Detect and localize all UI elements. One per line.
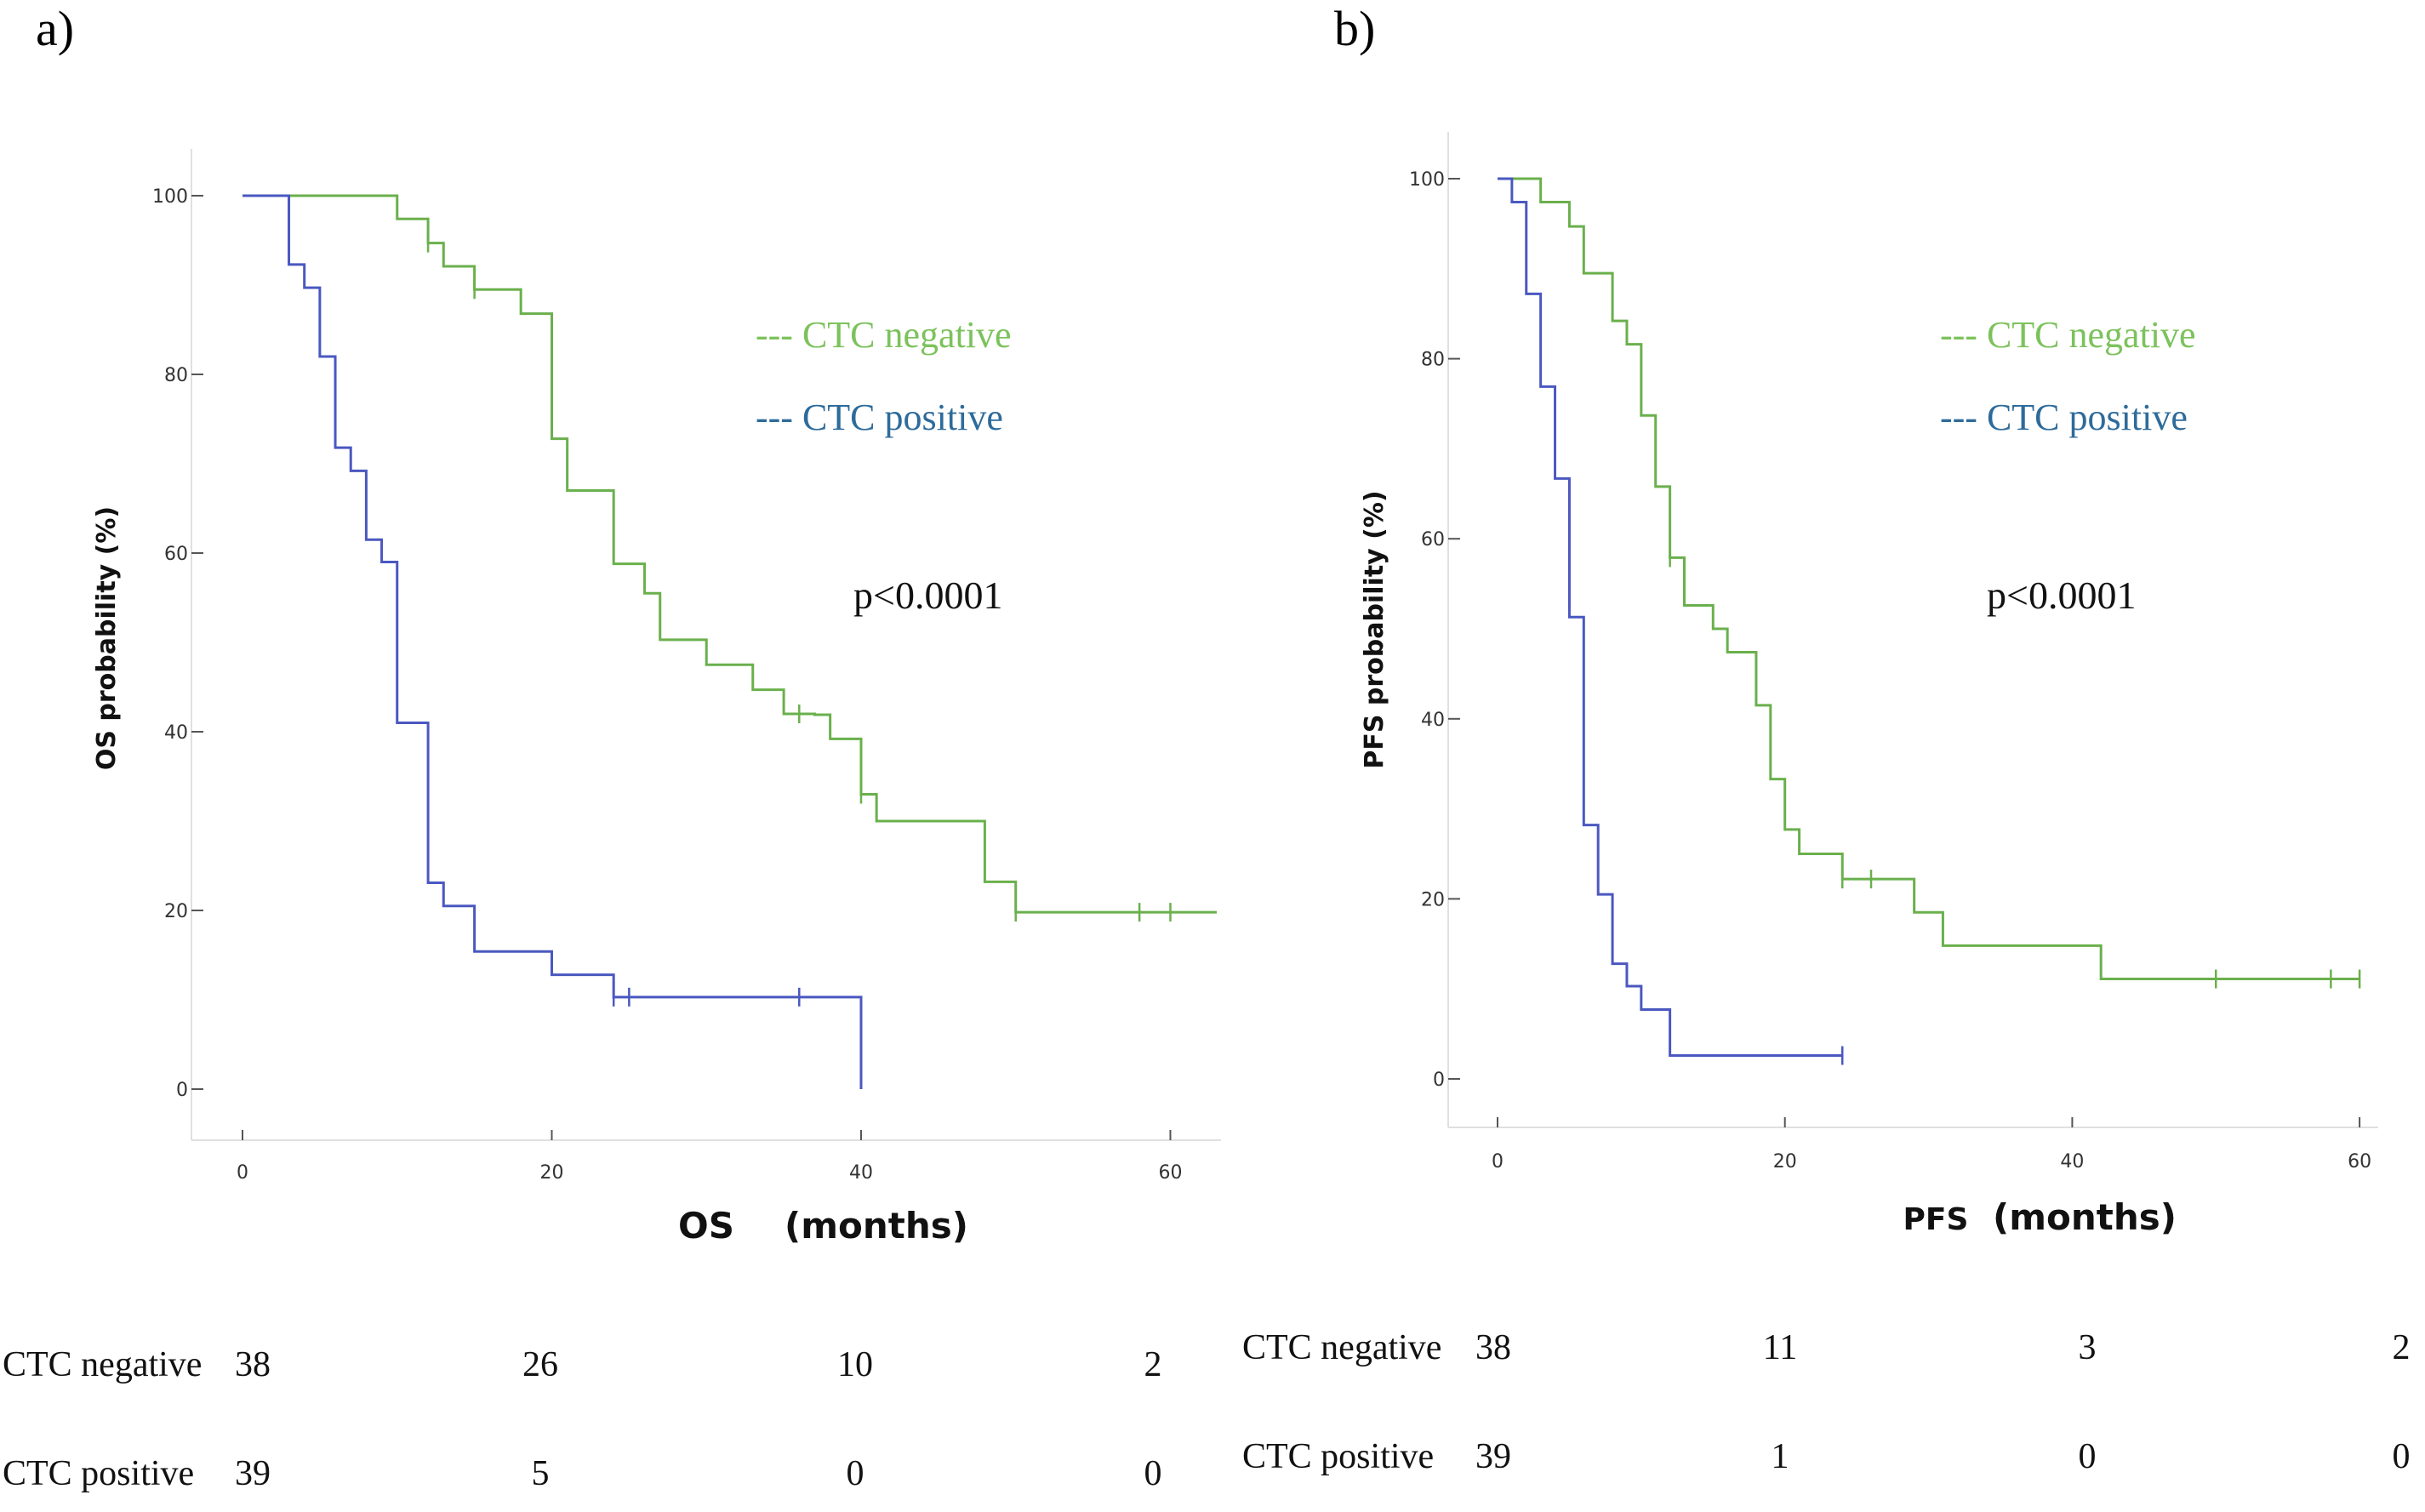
risk-value-ctc-positive: 39 xyxy=(235,1454,271,1493)
x-tick-label: 0 xyxy=(1492,1151,1504,1173)
y-tick-label: 60 xyxy=(1421,529,1445,551)
panel-b-letter: b) xyxy=(1334,1,1376,56)
panel-a-letter: a) xyxy=(36,1,75,56)
y-tick-label: 0 xyxy=(1433,1070,1445,1091)
km-curve-ctc-positive xyxy=(1498,177,1843,1057)
km-curve-ctc-negative xyxy=(242,194,1217,914)
y-tick-label: 60 xyxy=(164,544,188,565)
km-curve-ctc-negative xyxy=(1498,177,2360,981)
y-axis-label: PFS probability (%) xyxy=(1360,490,1389,768)
risk-value-ctc-positive: 0 xyxy=(2393,1437,2411,1476)
risk-value-ctc-positive: 39 xyxy=(1475,1437,1511,1476)
y-tick-label: 20 xyxy=(1421,889,1445,910)
x-tick-label: 40 xyxy=(2060,1151,2084,1173)
legend-entry-ctc-positive: --- CTC positive xyxy=(756,397,1003,438)
legend-entry-ctc-negative: --- CTC negative xyxy=(1940,314,2196,356)
legend-entry-ctc-positive: --- CTC positive xyxy=(1940,397,2188,438)
x-tick-label: 0 xyxy=(237,1162,248,1184)
x-axis-label-unit: (months) xyxy=(1993,1196,2177,1238)
x-tick-label: 20 xyxy=(1773,1151,1797,1173)
x-axis-label-abbrev: OS xyxy=(678,1205,734,1247)
risk-row-label-ctc-negative: CTC negative xyxy=(1242,1328,1441,1367)
risk-value-ctc-positive: 1 xyxy=(1772,1437,1789,1476)
y-tick-label: 100 xyxy=(1409,169,1445,191)
km-curve-ctc-positive xyxy=(242,194,863,1089)
risk-value-ctc-negative: 2 xyxy=(1144,1345,1162,1384)
risk-value-ctc-negative: 10 xyxy=(837,1345,873,1384)
legend-entry-ctc-negative: --- CTC negative xyxy=(756,314,1012,356)
y-tick-label: 80 xyxy=(1421,350,1445,371)
x-tick-label: 60 xyxy=(1158,1162,1182,1184)
risk-value-ctc-negative: 3 xyxy=(2079,1328,2097,1367)
risk-value-ctc-positive: 0 xyxy=(2079,1437,2097,1476)
x-axis-label-unit: (months) xyxy=(785,1205,968,1247)
risk-value-ctc-positive: 0 xyxy=(1144,1454,1162,1493)
risk-value-ctc-negative: 38 xyxy=(1475,1328,1511,1367)
risk-value-ctc-positive: 5 xyxy=(532,1454,550,1493)
x-axis-label-abbrev: PFS xyxy=(1903,1202,1969,1237)
risk-row-label-ctc-negative: CTC negative xyxy=(3,1345,202,1384)
risk-value-ctc-negative: 38 xyxy=(235,1345,271,1384)
y-tick-label: 0 xyxy=(176,1080,188,1101)
x-tick-label: 40 xyxy=(849,1162,873,1184)
y-tick-label: 40 xyxy=(1421,710,1445,731)
risk-value-ctc-negative: 11 xyxy=(1763,1328,1797,1367)
y-tick-label: 100 xyxy=(152,186,188,208)
x-tick-label: 20 xyxy=(539,1162,563,1184)
risk-row-label-ctc-positive: CTC positive xyxy=(3,1454,194,1493)
y-tick-label: 40 xyxy=(164,722,188,744)
x-tick-label: 60 xyxy=(2348,1151,2371,1173)
risk-row-label-ctc-positive: CTC positive xyxy=(1242,1437,1434,1476)
y-axis-label: OS probability (%) xyxy=(92,506,122,770)
risk-value-ctc-negative: 2 xyxy=(2393,1328,2411,1367)
y-tick-label: 80 xyxy=(164,365,188,386)
risk-value-ctc-negative: 26 xyxy=(522,1345,558,1384)
y-tick-label: 20 xyxy=(164,901,188,922)
p-value-annotation: p<0.0001 xyxy=(853,573,1002,617)
risk-value-ctc-positive: 0 xyxy=(847,1454,864,1493)
p-value-annotation: p<0.0001 xyxy=(1987,573,2136,617)
